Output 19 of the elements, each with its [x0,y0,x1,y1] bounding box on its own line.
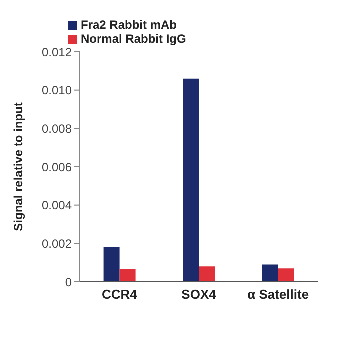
y-tick-label: 0.012 [42,45,72,60]
bar [120,270,136,282]
bar [183,78,200,282]
y-tick-label: 0.006 [42,160,72,174]
x-tick-label: SOX4 [182,287,218,302]
legend-label: Normal Rabbit IgG [81,32,186,46]
bar [199,266,216,282]
y-tick-label: 0.008 [42,122,72,136]
y-tick-label: 0.010 [42,84,72,98]
bar [262,264,278,282]
x-tick-label: CCR4 [102,287,138,302]
x-tick-label: α Satellite [248,287,310,302]
bar [278,268,294,282]
bar [104,248,120,282]
y-tick-label: 0.002 [42,236,72,251]
y-tick-label: 0.004 [42,198,72,213]
y-axis-title: Signal relative to input [11,102,26,232]
y-tick-label: 0 [65,275,72,290]
legend-label: Fra2 Rabbit mAb [81,18,178,32]
